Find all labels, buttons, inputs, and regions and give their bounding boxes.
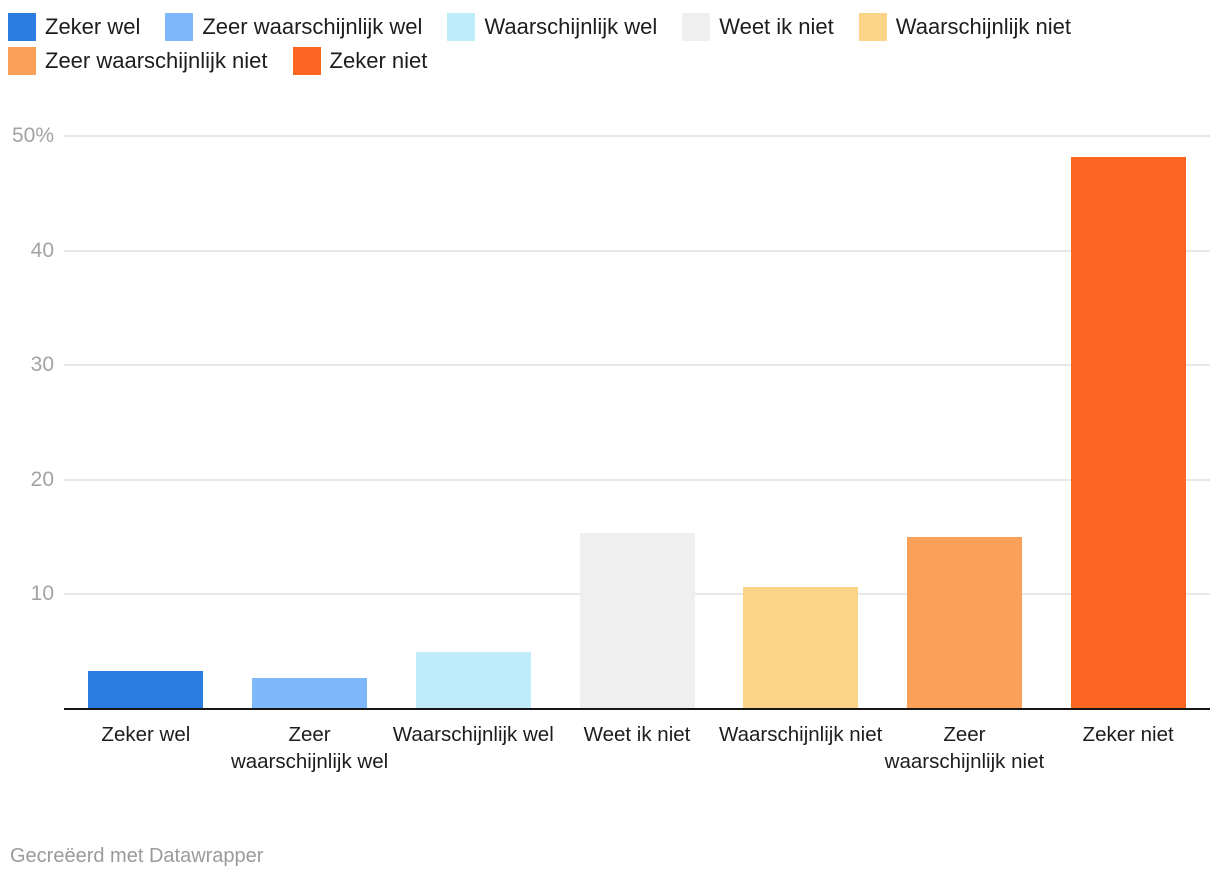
x-axis-line	[64, 707, 1210, 710]
legend-label: Waarschijnlijk niet	[895, 14, 1072, 39]
x-tick-label-waarschijnlijk-wel: Waarschijnlijk wel	[392, 723, 554, 746]
legend-label: Waarschijnlijk wel	[484, 14, 658, 39]
bar-zeker-wel	[88, 670, 204, 709]
bar-weet-ik-niet	[579, 533, 695, 709]
legend-swatch-icon	[292, 47, 321, 75]
x-tick-label-weet-ik-niet: Weet ik niet	[583, 723, 691, 746]
legend-label: Zeker niet	[329, 48, 428, 73]
y-tick-label-50: 50%	[11, 124, 54, 147]
gridline-30	[64, 364, 1210, 366]
bar-zeker-niet	[1070, 156, 1186, 709]
legend-item-zeker-wel: Zeker wel	[8, 13, 140, 41]
y-tick-label-20: 20	[30, 467, 54, 491]
bar-zeer-waarschijnlijk-wel	[252, 677, 368, 709]
legend-swatch-icon	[682, 13, 711, 41]
bar-zeer-waarschijnlijk-niet	[906, 536, 1022, 709]
x-tick-label-zeer-waarschijnlijk-niet: Zeer waarschijnlijk niet	[884, 723, 1045, 773]
legend-label: Weet ik niet	[719, 14, 834, 39]
legend-item-zeker-niet: Zeker niet	[292, 47, 428, 75]
legend-label: Zeer waarschijnlijk niet	[45, 48, 268, 73]
legend-swatch-icon	[858, 13, 887, 41]
legend-swatch-icon	[447, 13, 476, 41]
legend-item-waarschijnlijk-niet: Waarschijnlijk niet	[858, 13, 1072, 41]
legend-swatch-icon	[8, 13, 36, 41]
legend-label: Zeer waarschijnlijk wel	[202, 14, 423, 39]
legend-swatch-icon	[8, 47, 36, 75]
gridline-20	[64, 478, 1210, 481]
legend-item-zeer-waarschijnlijk-wel: Zeer waarschijnlijk wel	[165, 13, 422, 41]
x-tick-label-zeker-niet: Zeker niet	[1082, 723, 1174, 746]
y-tick-label-30: 30	[30, 353, 54, 376]
y-tick-label-40: 40	[30, 238, 54, 262]
x-tick-label-waarschijnlijk-niet: Waarschijnlijk niet	[719, 723, 883, 746]
legend-item-zeer-waarschijnlijk-niet: Zeer waarschijnlijk niet	[8, 47, 268, 75]
legend-item-weet-ik-niet: Weet ik niet	[682, 13, 834, 41]
gridline-40	[64, 249, 1210, 252]
x-tick-label-zeker-wel: Zeker wel	[101, 723, 191, 746]
bar-waarschijnlijk-wel	[415, 652, 531, 709]
legend-item-waarschijnlijk-wel: Waarschijnlijk wel	[447, 13, 657, 41]
legend-swatch-icon	[165, 13, 194, 41]
x-tick-label-zeer-waarschijnlijk-wel: Zeer waarschijnlijk wel	[230, 723, 389, 773]
bar-waarschijnlijk-niet	[743, 587, 859, 709]
legend-label: Zeker wel	[45, 14, 141, 39]
gridline-50	[64, 135, 1210, 137]
chart-legend: Zeker wel Zeer waarschijnlijk wel Waarschi…	[8, 13, 1212, 75]
y-tick-label-10: 10	[30, 582, 54, 605]
attribution-credit: Gecreëerd met Datawrapper	[10, 845, 264, 867]
